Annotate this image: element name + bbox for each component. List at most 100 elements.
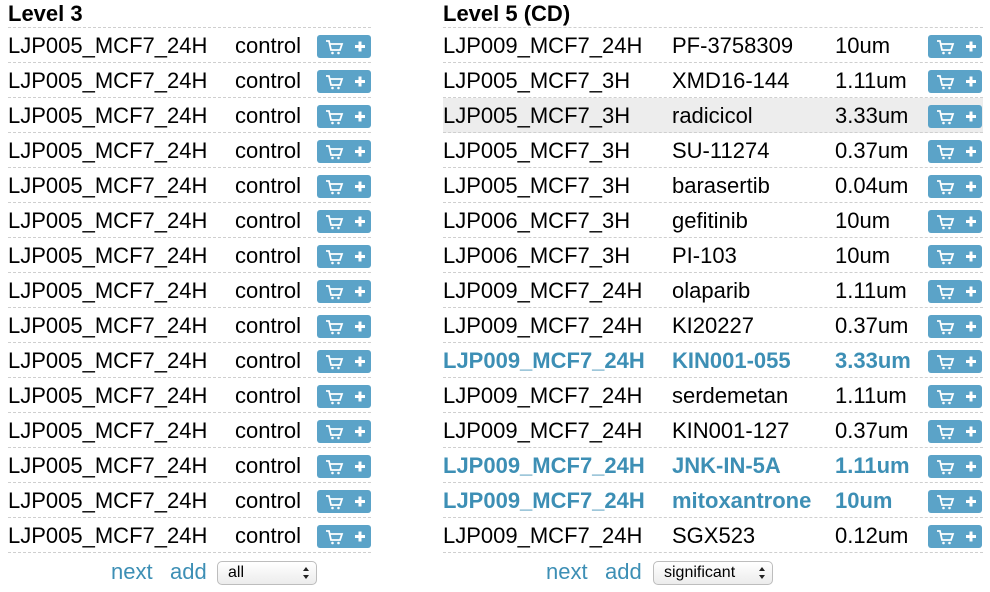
list-item[interactable]: LJP006_MCF7_3H gefitinib 10um — [443, 203, 983, 238]
treatment-label: control — [235, 418, 302, 443]
add-to-cart-button[interactable] — [928, 105, 982, 128]
add-to-cart-button[interactable] — [317, 455, 371, 478]
list-item[interactable]: LJP009_MCF7_24H serdemetan 1.11um — [443, 378, 983, 413]
list-item[interactable]: LJP005_MCF7_24H control — [8, 28, 371, 63]
dose-label: 1.11um — [835, 453, 910, 478]
add-to-cart-button[interactable] — [928, 525, 982, 548]
level5-footer: next add significant — [443, 555, 983, 591]
plate-label: LJP006_MCF7_3H — [443, 243, 631, 268]
list-item[interactable]: LJP005_MCF7_24H control — [8, 413, 371, 448]
list-item[interactable]: LJP005_MCF7_24H control — [8, 483, 371, 518]
add-to-cart-button[interactable] — [928, 385, 982, 408]
list-item[interactable]: LJP009_MCF7_24H KI20227 0.37um — [443, 308, 983, 343]
add-to-cart-button[interactable] — [317, 420, 371, 443]
add-link[interactable]: add — [170, 559, 207, 584]
next-link[interactable]: next — [546, 559, 588, 584]
list-item[interactable]: LJP005_MCF7_3H barasertib 0.04um — [443, 168, 983, 203]
add-to-cart-button[interactable] — [928, 35, 982, 58]
plate-label: LJP005_MCF7_24H — [8, 173, 208, 198]
list-item[interactable]: LJP005_MCF7_24H control — [8, 343, 371, 378]
plate-label: LJP006_MCF7_3H — [443, 208, 631, 233]
plate-label: LJP009_MCF7_24H — [443, 383, 643, 408]
add-to-cart-button[interactable] — [928, 210, 982, 233]
plate-label: LJP005_MCF7_24H — [8, 208, 208, 233]
list-item[interactable]: LJP005_MCF7_3H SU-11274 0.37um — [443, 133, 983, 168]
plus-icon — [966, 531, 976, 542]
filter-select[interactable]: all — [217, 561, 317, 585]
list-item[interactable]: LJP009_MCF7_24H JNK-IN-5A 1.11um — [443, 448, 983, 483]
add-to-cart-button[interactable] — [928, 350, 982, 373]
add-to-cart-button[interactable] — [317, 245, 371, 268]
list-item[interactable]: LJP005_MCF7_24H control — [8, 308, 371, 343]
add-link[interactable]: add — [605, 559, 642, 584]
add-to-cart-button[interactable] — [317, 350, 371, 373]
add-to-cart-button[interactable] — [317, 385, 371, 408]
list-item[interactable]: LJP005_MCF7_24H control — [8, 203, 371, 238]
plus-icon — [355, 321, 365, 332]
plate-label: LJP005_MCF7_3H — [443, 138, 631, 163]
filter-select[interactable]: significant — [653, 561, 773, 585]
cart-icon — [937, 495, 955, 510]
add-to-cart-button[interactable] — [317, 210, 371, 233]
add-to-cart-button[interactable] — [317, 140, 371, 163]
add-to-cart-button[interactable] — [317, 525, 371, 548]
add-to-cart-button[interactable] — [928, 245, 982, 268]
compound-label: serdemetan — [672, 383, 789, 408]
plus-icon — [355, 426, 365, 437]
list-item[interactable]: LJP009_MCF7_24H SGX523 0.12um — [443, 518, 983, 553]
add-to-cart-button[interactable] — [928, 140, 982, 163]
add-to-cart-button[interactable] — [928, 490, 982, 513]
list-item[interactable]: LJP005_MCF7_3H radicicol 3.33um — [443, 98, 983, 133]
list-item[interactable]: LJP005_MCF7_24H control — [8, 98, 371, 133]
list-item[interactable]: LJP009_MCF7_24H KIN001-055 3.33um — [443, 343, 983, 378]
treatment-label: control — [235, 138, 302, 163]
add-to-cart-button[interactable] — [317, 315, 371, 338]
list-item[interactable]: LJP009_MCF7_24H KIN001-127 0.37um — [443, 413, 983, 448]
plus-icon — [355, 111, 365, 122]
plate-label: LJP005_MCF7_24H — [8, 103, 208, 128]
cart-icon — [937, 425, 955, 440]
add-to-cart-button[interactable] — [928, 280, 982, 303]
plus-icon — [355, 251, 365, 262]
add-to-cart-button[interactable] — [928, 70, 982, 93]
add-to-cart-button[interactable] — [928, 420, 982, 443]
cart-icon — [937, 40, 955, 55]
list-item[interactable]: LJP009_MCF7_24H mitoxantrone 10um — [443, 483, 983, 518]
list-item[interactable]: LJP005_MCF7_24H control — [8, 273, 371, 308]
next-link[interactable]: next — [111, 559, 153, 584]
list-item[interactable]: LJP005_MCF7_3H XMD16-144 1.11um — [443, 63, 983, 98]
add-to-cart-button[interactable] — [317, 490, 371, 513]
compound-label: KIN001-055 — [672, 348, 791, 373]
cart-icon — [937, 285, 955, 300]
plus-icon — [966, 251, 976, 262]
add-to-cart-button[interactable] — [928, 175, 982, 198]
plate-label: LJP005_MCF7_24H — [8, 418, 208, 443]
plate-label: LJP005_MCF7_3H — [443, 103, 631, 128]
add-to-cart-button[interactable] — [928, 315, 982, 338]
treatment-label: control — [235, 453, 302, 478]
dose-label: 1.11um — [835, 278, 907, 303]
add-to-cart-button[interactable] — [317, 105, 371, 128]
plate-label: LJP005_MCF7_24H — [8, 453, 208, 478]
list-item[interactable]: LJP005_MCF7_24H control — [8, 518, 371, 553]
add-to-cart-button[interactable] — [928, 455, 982, 478]
cart-icon — [937, 390, 955, 405]
list-item[interactable]: LJP005_MCF7_24H control — [8, 378, 371, 413]
list-item[interactable]: LJP005_MCF7_24H control — [8, 63, 371, 98]
plate-label: LJP009_MCF7_24H — [443, 313, 643, 338]
add-to-cart-button[interactable] — [317, 70, 371, 93]
plus-icon — [355, 286, 365, 297]
cart-icon — [326, 40, 344, 55]
list-item[interactable]: LJP005_MCF7_24H control — [8, 168, 371, 203]
list-item[interactable]: LJP005_MCF7_24H control — [8, 133, 371, 168]
list-item[interactable]: LJP005_MCF7_24H control — [8, 238, 371, 273]
add-to-cart-button[interactable] — [317, 280, 371, 303]
list-item[interactable]: LJP009_MCF7_24H olaparib 1.11um — [443, 273, 983, 308]
plus-icon — [966, 76, 976, 87]
add-to-cart-button[interactable] — [317, 35, 371, 58]
list-item[interactable]: LJP005_MCF7_24H control — [8, 448, 371, 483]
plus-icon — [355, 531, 365, 542]
list-item[interactable]: LJP006_MCF7_3H PI-103 10um — [443, 238, 983, 273]
list-item[interactable]: LJP009_MCF7_24H PF-3758309 10um — [443, 28, 983, 63]
add-to-cart-button[interactable] — [317, 175, 371, 198]
